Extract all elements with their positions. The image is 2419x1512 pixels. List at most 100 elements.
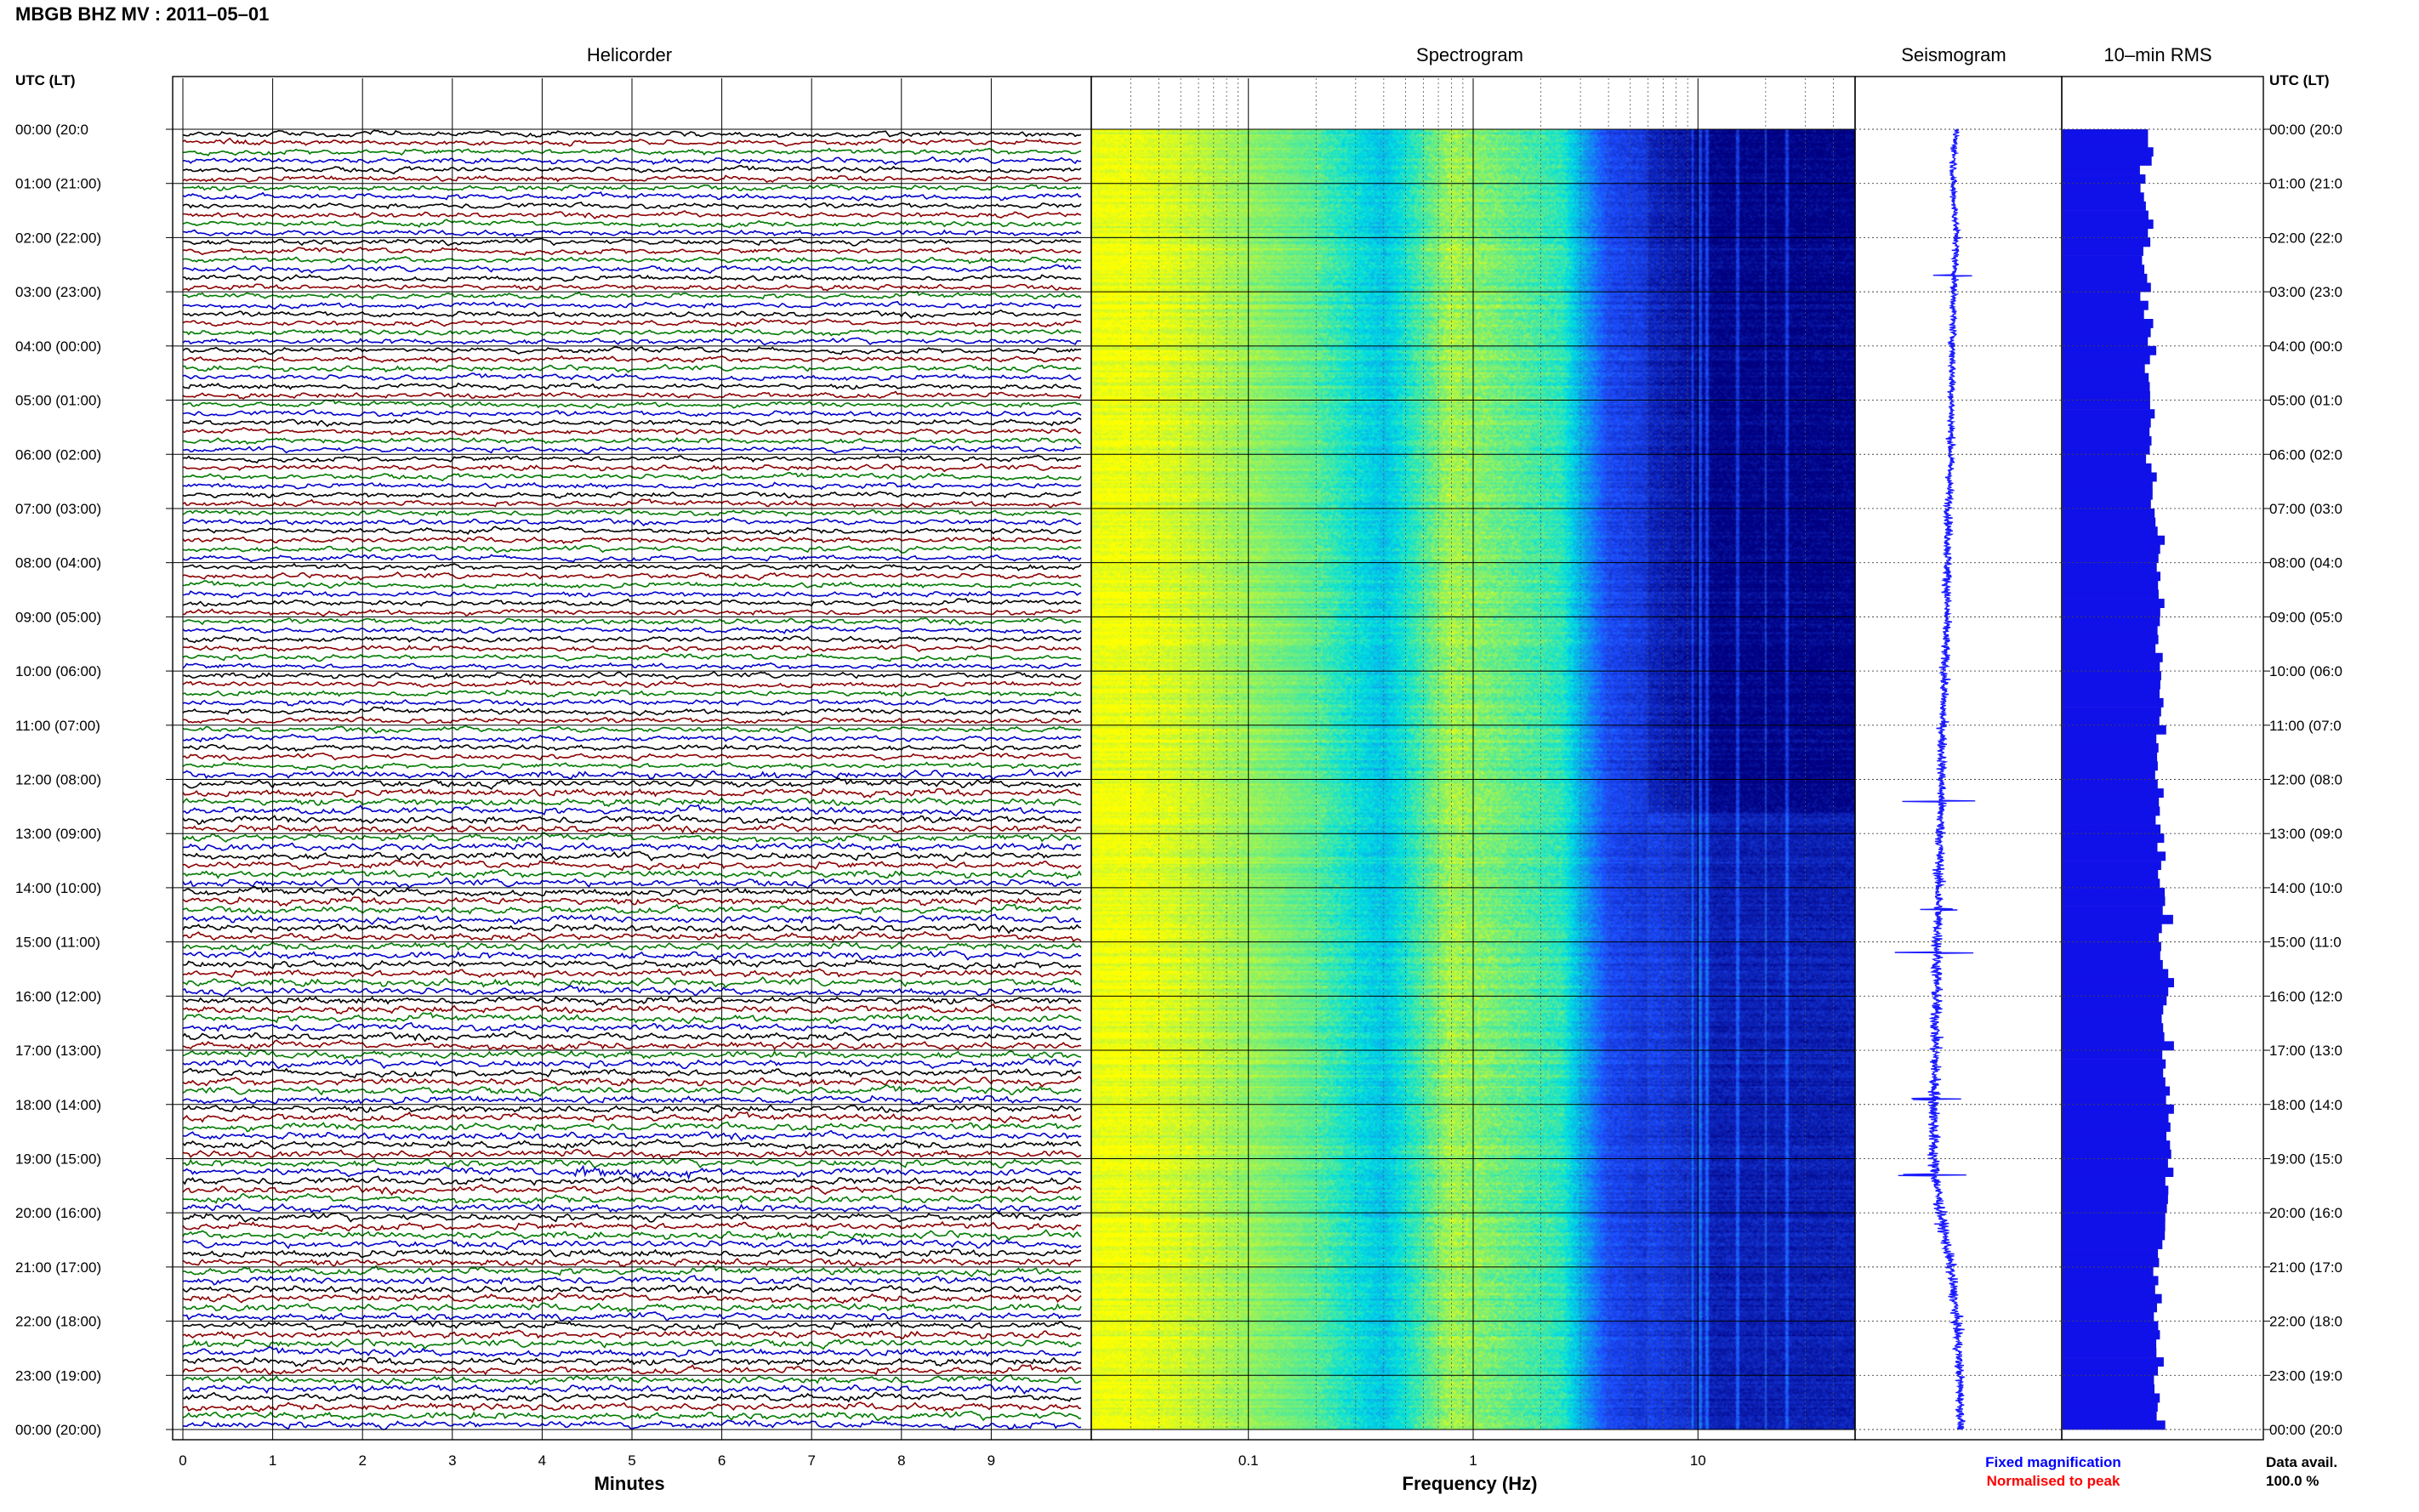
rms-bar <box>2063 517 2156 527</box>
helicorder-x-tick-label: 8 <box>897 1452 905 1469</box>
rms-bar <box>2063 1158 2168 1168</box>
rms-bar <box>2063 716 2160 726</box>
helicorder-x-tick-label: 7 <box>807 1452 815 1469</box>
rms-bar <box>2063 247 2143 256</box>
rms-bar <box>2063 201 2146 211</box>
rms-bar <box>2063 345 2157 355</box>
rms-bar <box>2063 842 2158 852</box>
helicorder-x-tick-label: 1 <box>269 1452 276 1469</box>
rms-bar <box>2063 1023 2164 1033</box>
rms-bar <box>2063 237 2151 247</box>
rms-bar <box>2063 1357 2164 1367</box>
helicorder-title: Helicorder <box>587 44 672 65</box>
helicorder-x-tick-label: 6 <box>718 1452 726 1469</box>
legend-normalised-to-peak: Normalised to peak <box>1987 1473 2120 1489</box>
rms-bar <box>2063 1077 2166 1087</box>
y-tick-label-left: 10:00 (06:00) <box>15 663 101 679</box>
y-tick-label-right: 20:00 (16:0 <box>2269 1205 2342 1221</box>
rms-bar <box>2063 300 2149 310</box>
utc-axis-label-left: UTC (LT) <box>15 72 76 88</box>
rms-bar <box>2063 544 2160 554</box>
rms-bar <box>2063 1312 2154 1322</box>
y-tick-label-right: 19:00 (15:0 <box>2269 1151 2342 1167</box>
rms-bar <box>2063 887 2166 897</box>
spectrogram-x-tick-label: 1 <box>1469 1452 1477 1469</box>
y-tick-label-right: 17:00 (13:0 <box>2269 1043 2342 1059</box>
helicorder-x-tick-label: 4 <box>538 1452 546 1469</box>
rms-bar <box>2063 1420 2166 1430</box>
rms-bar <box>2063 481 2153 492</box>
rms-bar <box>2063 1384 2154 1394</box>
rms-bar <box>2063 1266 2154 1276</box>
rms-bar <box>2063 752 2158 762</box>
y-tick-label-right: 09:00 (05:0 <box>2269 609 2342 625</box>
rms-frame <box>2061 76 2264 1441</box>
spectrogram-xlabel: Frequency (Hz) <box>1403 1473 1538 1494</box>
y-tick-label-left: 03:00 (23:00) <box>15 284 101 300</box>
y-tick-label-right: 12:00 (08:0 <box>2269 772 2342 788</box>
rms-bar <box>2063 554 2159 563</box>
rms-bar <box>2063 382 2150 392</box>
rms-bar <box>2063 1366 2158 1376</box>
rms-bar <box>2063 671 2161 681</box>
rms-bar <box>2063 1348 2157 1358</box>
rms-bar <box>2063 1185 2169 1196</box>
y-tick-label-left: 05:00 (01:00) <box>15 393 101 409</box>
rms-bar <box>2063 1213 2166 1223</box>
y-tick-label-left: 15:00 (11:00) <box>15 935 100 951</box>
helicorder-x-tick-label: 0 <box>179 1452 186 1469</box>
y-tick-label-right: 16:00 (12:0 <box>2269 988 2342 1004</box>
rms-bar <box>2063 959 2163 969</box>
rms-panel <box>2063 129 2174 1430</box>
legend-fixed-magnification: Fixed magnification <box>1985 1454 2121 1470</box>
rms-bar <box>2063 282 2151 293</box>
rms-bar <box>2063 679 2160 690</box>
rms-bar <box>2063 292 2141 302</box>
y-tick-label-left: 02:00 (22:00) <box>15 230 101 246</box>
rms-bar <box>2063 1221 2166 1231</box>
y-tick-label-right: 21:00 (17:0 <box>2269 1259 2342 1276</box>
rms-bar <box>2063 1014 2162 1024</box>
rms-bar <box>2063 1393 2160 1403</box>
y-tick-label-left: 12:00 (08:00) <box>15 772 101 788</box>
rms-bar <box>2063 255 2143 265</box>
rms-bar <box>2063 355 2150 365</box>
y-tick-label-right: 00:00 (20:0 <box>2269 1422 2342 1438</box>
rms-bar <box>2063 427 2150 437</box>
rms-bar <box>2063 1149 2171 1159</box>
rms-bar <box>2063 454 2147 464</box>
rms-bar <box>2063 436 2152 446</box>
rms-bar <box>2063 472 2157 482</box>
y-tick-label-left: 07:00 (03:00) <box>15 501 101 517</box>
rms-bar <box>2063 896 2166 907</box>
rms-bar <box>2063 138 2149 148</box>
rms-bar <box>2063 1285 2155 1295</box>
y-tick-label-right: 15:00 (11:0 <box>2269 935 2342 951</box>
rms-bar <box>2063 219 2154 230</box>
rms-bar <box>2063 400 2150 410</box>
y-tick-label-right: 03:00 (23:0 <box>2269 284 2342 300</box>
rms-bar <box>2063 1402 2158 1413</box>
spectrogram-x-tick-label: 10 <box>1690 1452 1706 1469</box>
rms-bar <box>2063 861 2161 871</box>
rms-bar <box>2063 816 2156 825</box>
y-tick-label-right: 22:00 (18:0 <box>2269 1314 2342 1330</box>
rms-bar <box>2063 725 2166 735</box>
rms-bar <box>2063 1321 2159 1331</box>
rms-bar <box>2063 697 2164 708</box>
rms-bar <box>2063 1168 2174 1178</box>
rms-bar <box>2063 743 2159 753</box>
rms-bar <box>2063 644 2156 654</box>
rms-bar <box>2063 634 2159 645</box>
rms-bar <box>2063 183 2141 193</box>
rms-bar <box>2063 390 2150 401</box>
rms-bar <box>2063 617 2160 627</box>
rms-bar <box>2063 689 2160 699</box>
rms-bar <box>2063 652 2163 662</box>
data-avail-label: Data avail. <box>2266 1454 2337 1470</box>
y-tick-label-right: 08:00 (04:0 <box>2269 555 2342 571</box>
rms-bar <box>2063 878 2160 889</box>
rms-bar <box>2063 914 2173 924</box>
rms-bar <box>2063 788 2164 799</box>
rms-bar <box>2063 933 2160 942</box>
